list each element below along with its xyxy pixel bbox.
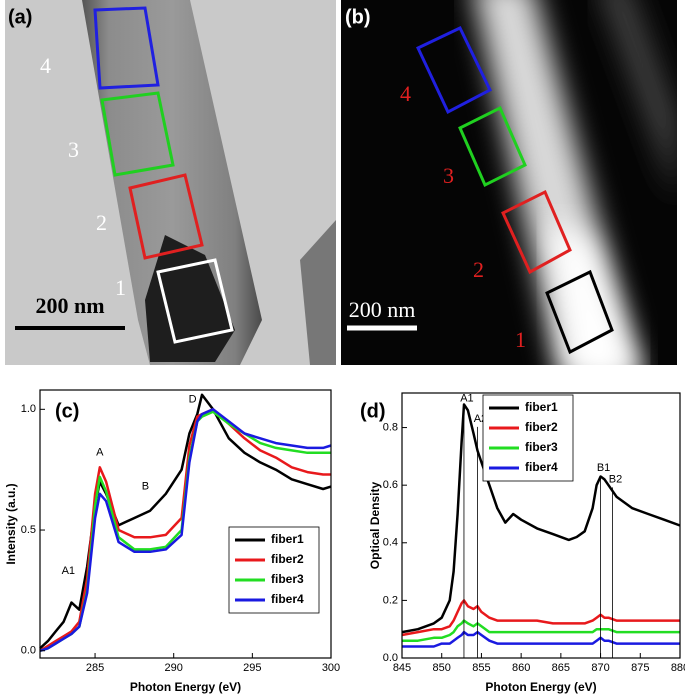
x-tick-label: 290: [165, 662, 183, 674]
region-number: 3: [443, 163, 454, 188]
legend-label: fiber3: [525, 440, 558, 454]
annotation: B1: [597, 462, 610, 474]
panel-a: (a) 4 3 2 1 200 nm: [5, 0, 336, 365]
y-tick-label: 0.6: [383, 479, 398, 491]
region-box: [156, 258, 234, 344]
region-number: 1: [515, 327, 526, 352]
region-box: [100, 91, 175, 177]
series-line: [402, 630, 680, 648]
y-axis-label: Intensity (a.u.): [4, 483, 18, 564]
region-number: 4: [400, 81, 411, 106]
annotation: A1: [62, 565, 75, 577]
series-line: [401, 403, 681, 634]
fiber-tip: [145, 235, 235, 362]
y-tick-label: 0.2: [383, 594, 398, 606]
legend-label: fiber2: [271, 552, 304, 566]
x-tick-label: 855: [472, 662, 490, 674]
region-number: 1: [115, 275, 126, 300]
annotation: B: [142, 480, 149, 492]
region-box: [93, 6, 160, 90]
legend-label: fiber4: [271, 592, 304, 606]
y-tick-label: 1.0: [21, 403, 36, 415]
region-box: [501, 189, 572, 275]
region-number: 2: [96, 210, 107, 235]
series-line: [39, 393, 332, 650]
region-number: 4: [40, 53, 51, 78]
annotation: D: [189, 394, 197, 406]
series-line: [39, 408, 332, 652]
annotation: B2: [609, 473, 622, 485]
legend-label: fiber1: [271, 532, 304, 546]
plot-frame: [401, 392, 681, 659]
x-tick-label: 870: [591, 662, 609, 674]
legend-label: fiber4: [525, 460, 558, 474]
x-tick-label: 865: [552, 662, 570, 674]
scale-label: 200 nm: [35, 293, 104, 318]
x-tick-label: 300: [322, 662, 340, 674]
series-line: [39, 408, 331, 652]
plot-frame: [39, 389, 332, 659]
region-box: [416, 26, 492, 115]
x-tick-label: 285: [86, 662, 104, 674]
y-tick-label: 0.0: [21, 645, 36, 657]
legend-label: fiber3: [271, 572, 304, 586]
y-tick-label: 0.4: [383, 537, 398, 549]
legend-label: fiber1: [525, 400, 558, 414]
series-line: [402, 619, 680, 642]
x-tick-label: 850: [433, 662, 451, 674]
panel-label: (c): [55, 400, 79, 422]
region-box: [128, 173, 204, 260]
legend-label: fiber2: [525, 420, 558, 434]
annotation: A: [96, 447, 104, 459]
region-box: [545, 269, 614, 355]
y-tick-label: 0.8: [383, 421, 398, 433]
x-tick-label: 860: [512, 662, 530, 674]
panel-b: (b) 4 3 2 1 200 nm: [341, 0, 677, 365]
panel-label: (a): [8, 6, 32, 28]
y-tick-label: 0.0: [383, 652, 398, 664]
panel-label: (d): [360, 400, 386, 422]
x-tick-label: 845: [393, 662, 411, 674]
panel-label: (b): [345, 6, 371, 28]
annotation: A1: [460, 393, 473, 405]
neighbor-fiber: [300, 220, 336, 365]
scale-label: 200 nm: [349, 297, 416, 322]
x-tick-label: 880: [671, 662, 685, 674]
fiber-glow: [546, 220, 636, 365]
x-tick-label: 875: [631, 662, 649, 674]
region-number: 3: [68, 137, 79, 162]
y-tick-label: 0.5: [21, 524, 36, 536]
x-axis-label: Photon Energy (eV): [485, 680, 596, 694]
y-axis-label: Optical Density: [368, 481, 382, 569]
region-box: [458, 105, 527, 188]
charts: 285 290 295 300 0.0 0.5 1.0 Photon Energy (eV) I…: [4, 389, 685, 694]
x-axis-label: Photon Energy (eV): [130, 680, 241, 694]
series-line: [401, 599, 680, 637]
region-number: 2: [473, 257, 484, 282]
x-tick-label: 295: [243, 662, 261, 674]
